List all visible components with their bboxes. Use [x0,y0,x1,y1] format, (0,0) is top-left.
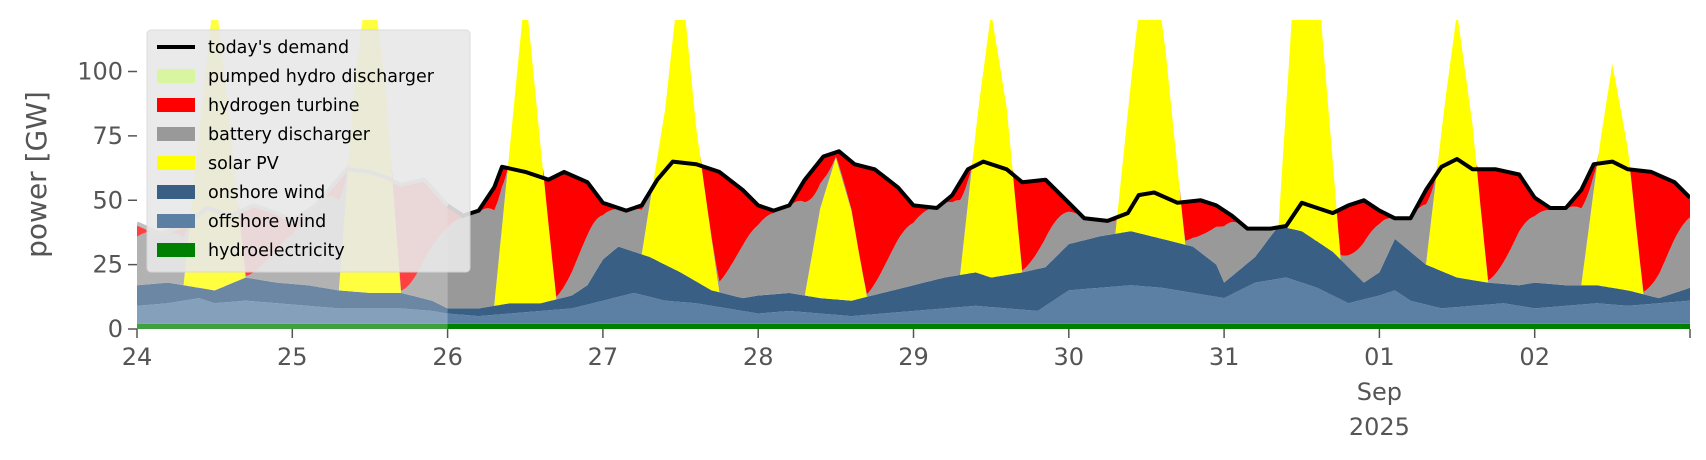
x-tick-label: 29 [898,343,929,371]
legend-swatch-solar-pv [157,156,195,170]
x-tick-label: 24 [122,343,153,371]
y-tick-label: 75 [92,122,123,150]
legend-swatch-battery-discharger [157,127,195,141]
legend-box [146,29,471,273]
legend-label-battery-discharger: battery discharger [208,125,371,145]
legend: today's demand pumped hydro discharger hyd… [146,29,471,273]
x-tick-label: 31 [1209,343,1240,371]
legend-label-onshore-wind: onshore wind [208,183,325,203]
legend-swatch-hydrogen-turbine [157,98,195,112]
y-axis-title: power [GW] [20,91,53,258]
area-solar-pv [137,20,1690,309]
area-hydroelectricity [137,323,1690,329]
area-onshore-wind [137,226,1690,317]
area-battery-discharger [137,20,1690,309]
x-tick-label: 30 [1054,343,1085,371]
legend-label-offshore-wind: offshore wind [208,212,326,232]
y-tick-label: 50 [92,186,123,214]
y-tick-label: 0 [108,315,123,343]
stacked-areas [137,20,1690,329]
legend-swatch-hydroelectricity [157,243,195,257]
legend-label-today-s-demand: today's demand [208,38,349,58]
axes: 0 25 50 75 100 24 25 26 27 28 29 30 31 01 02 Sep 2025 [77,58,1691,441]
area-offshore-wind [137,277,1690,324]
legend-swatch-onshore-wind [157,185,195,199]
x-tick-label: 02 [1519,343,1550,371]
x-tick-label: 28 [743,343,774,371]
legend-swatch-pumped-hydro-discharger [157,69,195,83]
y-tick-label: 25 [92,251,123,279]
x-tick-label: 27 [588,343,619,371]
x-tick-month-label: Sep [1357,378,1402,406]
legend-label-pumped-hydro-discharger: pumped hydro discharger [208,67,435,87]
x-tick-label: 01 [1364,343,1395,371]
legend-label-solar-pv: solar PV [208,154,279,174]
x-tick-year-label: 2025 [1349,413,1410,441]
y-tick-label: 100 [77,58,123,86]
x-tick-label: 25 [277,343,308,371]
legend-swatch-offshore-wind [157,214,195,228]
demand-line [446,149,1690,231]
x-tick-label: 26 [432,343,463,371]
legend-label-hydroelectricity: hydroelectricity [208,241,345,261]
legend-label-hydrogen-turbine: hydrogen turbine [208,96,360,116]
